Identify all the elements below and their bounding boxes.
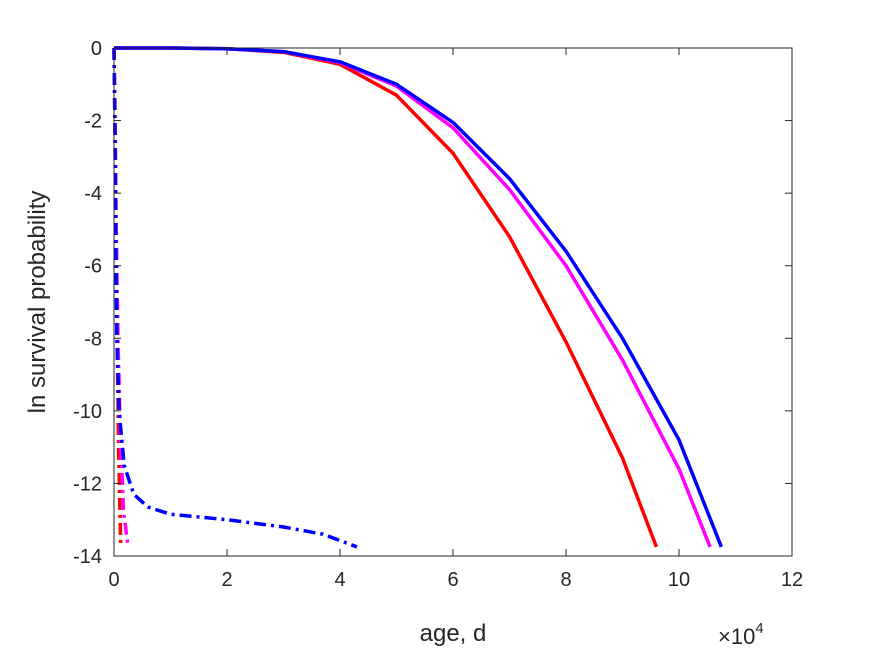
y-tick-label: -6 — [84, 256, 102, 278]
x-tick-label: 6 — [447, 569, 458, 591]
y-tick-label: 0 — [91, 38, 102, 60]
x-multiplier-exponent: 4 — [755, 620, 763, 637]
x-multiplier-base: ×10 — [718, 624, 755, 649]
y-axis-label: ln survival probability — [24, 191, 51, 414]
series-line-2-solid — [114, 46, 724, 548]
series-line-1-solid — [114, 46, 712, 548]
y-tick-label: -4 — [84, 183, 102, 205]
x-axis-label: age, d — [420, 620, 487, 647]
series-line-5-dash-dot — [112, 47, 358, 549]
y-tick-label: -8 — [84, 328, 102, 350]
x-tick-label: 8 — [560, 569, 571, 591]
y-tick-label: -2 — [84, 111, 102, 133]
x-multiplier-label: ×104 — [718, 620, 764, 649]
y-tick-label: -12 — [73, 473, 102, 495]
tick-layer: 0 2 4 6 8 10 12 0 -2 -4 -6 -8 -10 -12 -14 — [73, 38, 803, 591]
x-tick-label: 0 — [108, 569, 119, 591]
x-tick-label: 10 — [668, 569, 690, 591]
y-tick-label: -10 — [73, 401, 102, 423]
y-tick-label: -14 — [73, 546, 102, 568]
x-tick-label: 12 — [781, 569, 803, 591]
series-line-0-solid — [114, 46, 659, 548]
series-layer — [112, 46, 724, 549]
series-line-4-dash-dot — [112, 47, 130, 548]
x-tick-label: 4 — [334, 569, 345, 591]
series-line-3-dash-dot — [112, 47, 123, 547]
x-tick-label: 2 — [221, 569, 232, 591]
